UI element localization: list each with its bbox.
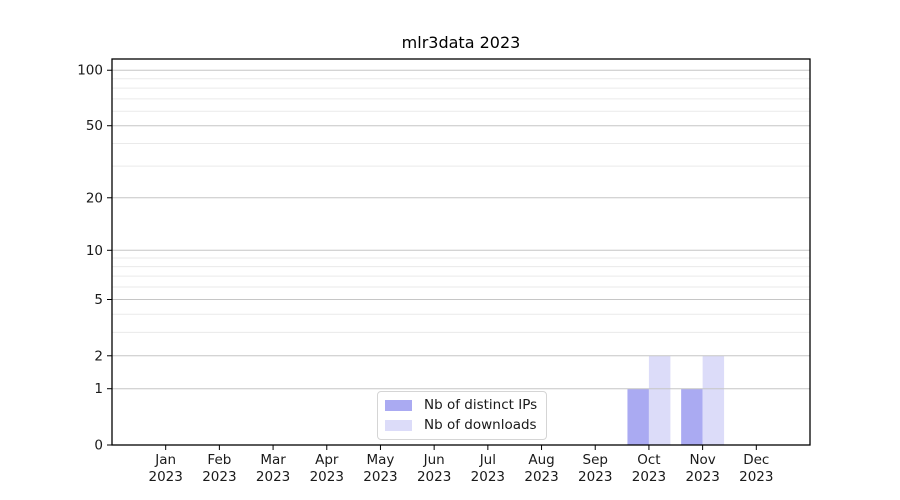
x-tick-label-month: Nov <box>689 452 715 468</box>
x-tick-label-year: 2023 <box>202 469 236 485</box>
x-tick-label-month: May <box>366 452 394 468</box>
x-tick-label-year: 2023 <box>685 469 719 485</box>
x-tick-label-year: 2023 <box>632 469 666 485</box>
legend-item-distinct-ips: Nb of distinct IPs <box>385 397 537 414</box>
y-tick-label: 50 <box>86 118 103 134</box>
x-tick-label-month: Oct <box>637 452 660 468</box>
x-tick-label-year: 2023 <box>363 469 397 485</box>
y-tick-label: 5 <box>94 292 103 308</box>
plot-border <box>111 58 811 446</box>
x-tick-label-month: Jun <box>423 452 445 468</box>
x-tick-label-month: Mar <box>260 452 286 468</box>
y-tick-label: 0 <box>94 438 103 454</box>
legend-label-downloads: Nb of downloads <box>424 417 537 433</box>
bar-distinct-ips <box>681 388 703 445</box>
bar-downloads <box>702 355 725 445</box>
x-tick-label-year: 2023 <box>149 469 183 485</box>
x-tick-label-year: 2023 <box>417 469 451 485</box>
x-tick-label-year: 2023 <box>256 469 290 485</box>
x-tick-label-month: Dec <box>743 452 769 468</box>
legend-item-downloads: Nb of downloads <box>385 417 537 434</box>
x-tick-label-year: 2023 <box>310 469 344 485</box>
y-tick-label: 100 <box>77 63 103 79</box>
x-tick-label-month: Aug <box>528 452 554 468</box>
x-tick-label-month: Feb <box>207 452 231 468</box>
x-tick-label-year: 2023 <box>524 469 558 485</box>
y-tick-label: 10 <box>86 243 103 259</box>
legend: Nb of distinct IPs Nb of downloads <box>377 391 548 440</box>
y-tick-label: 2 <box>94 348 103 364</box>
x-tick-label-month: Jan <box>154 452 176 468</box>
y-tick-label: 1 <box>94 381 103 397</box>
x-tick-label-year: 2023 <box>578 469 612 485</box>
legend-swatch-downloads <box>385 420 412 431</box>
bar-distinct-ips <box>627 388 649 445</box>
y-tick-label: 20 <box>86 190 103 206</box>
bar-downloads <box>648 355 671 445</box>
chart-title: mlr3data 2023 <box>401 33 521 52</box>
legend-label-distinct-ips: Nb of distinct IPs <box>424 397 538 413</box>
x-tick-label-month: Apr <box>315 452 339 468</box>
x-tick-label-year: 2023 <box>471 469 505 485</box>
x-tick-label-month: Jul <box>479 452 496 468</box>
x-tick-label-month: Sep <box>583 452 608 468</box>
x-tick-label-year: 2023 <box>739 469 773 485</box>
legend-swatch-distinct-ips <box>385 400 412 411</box>
